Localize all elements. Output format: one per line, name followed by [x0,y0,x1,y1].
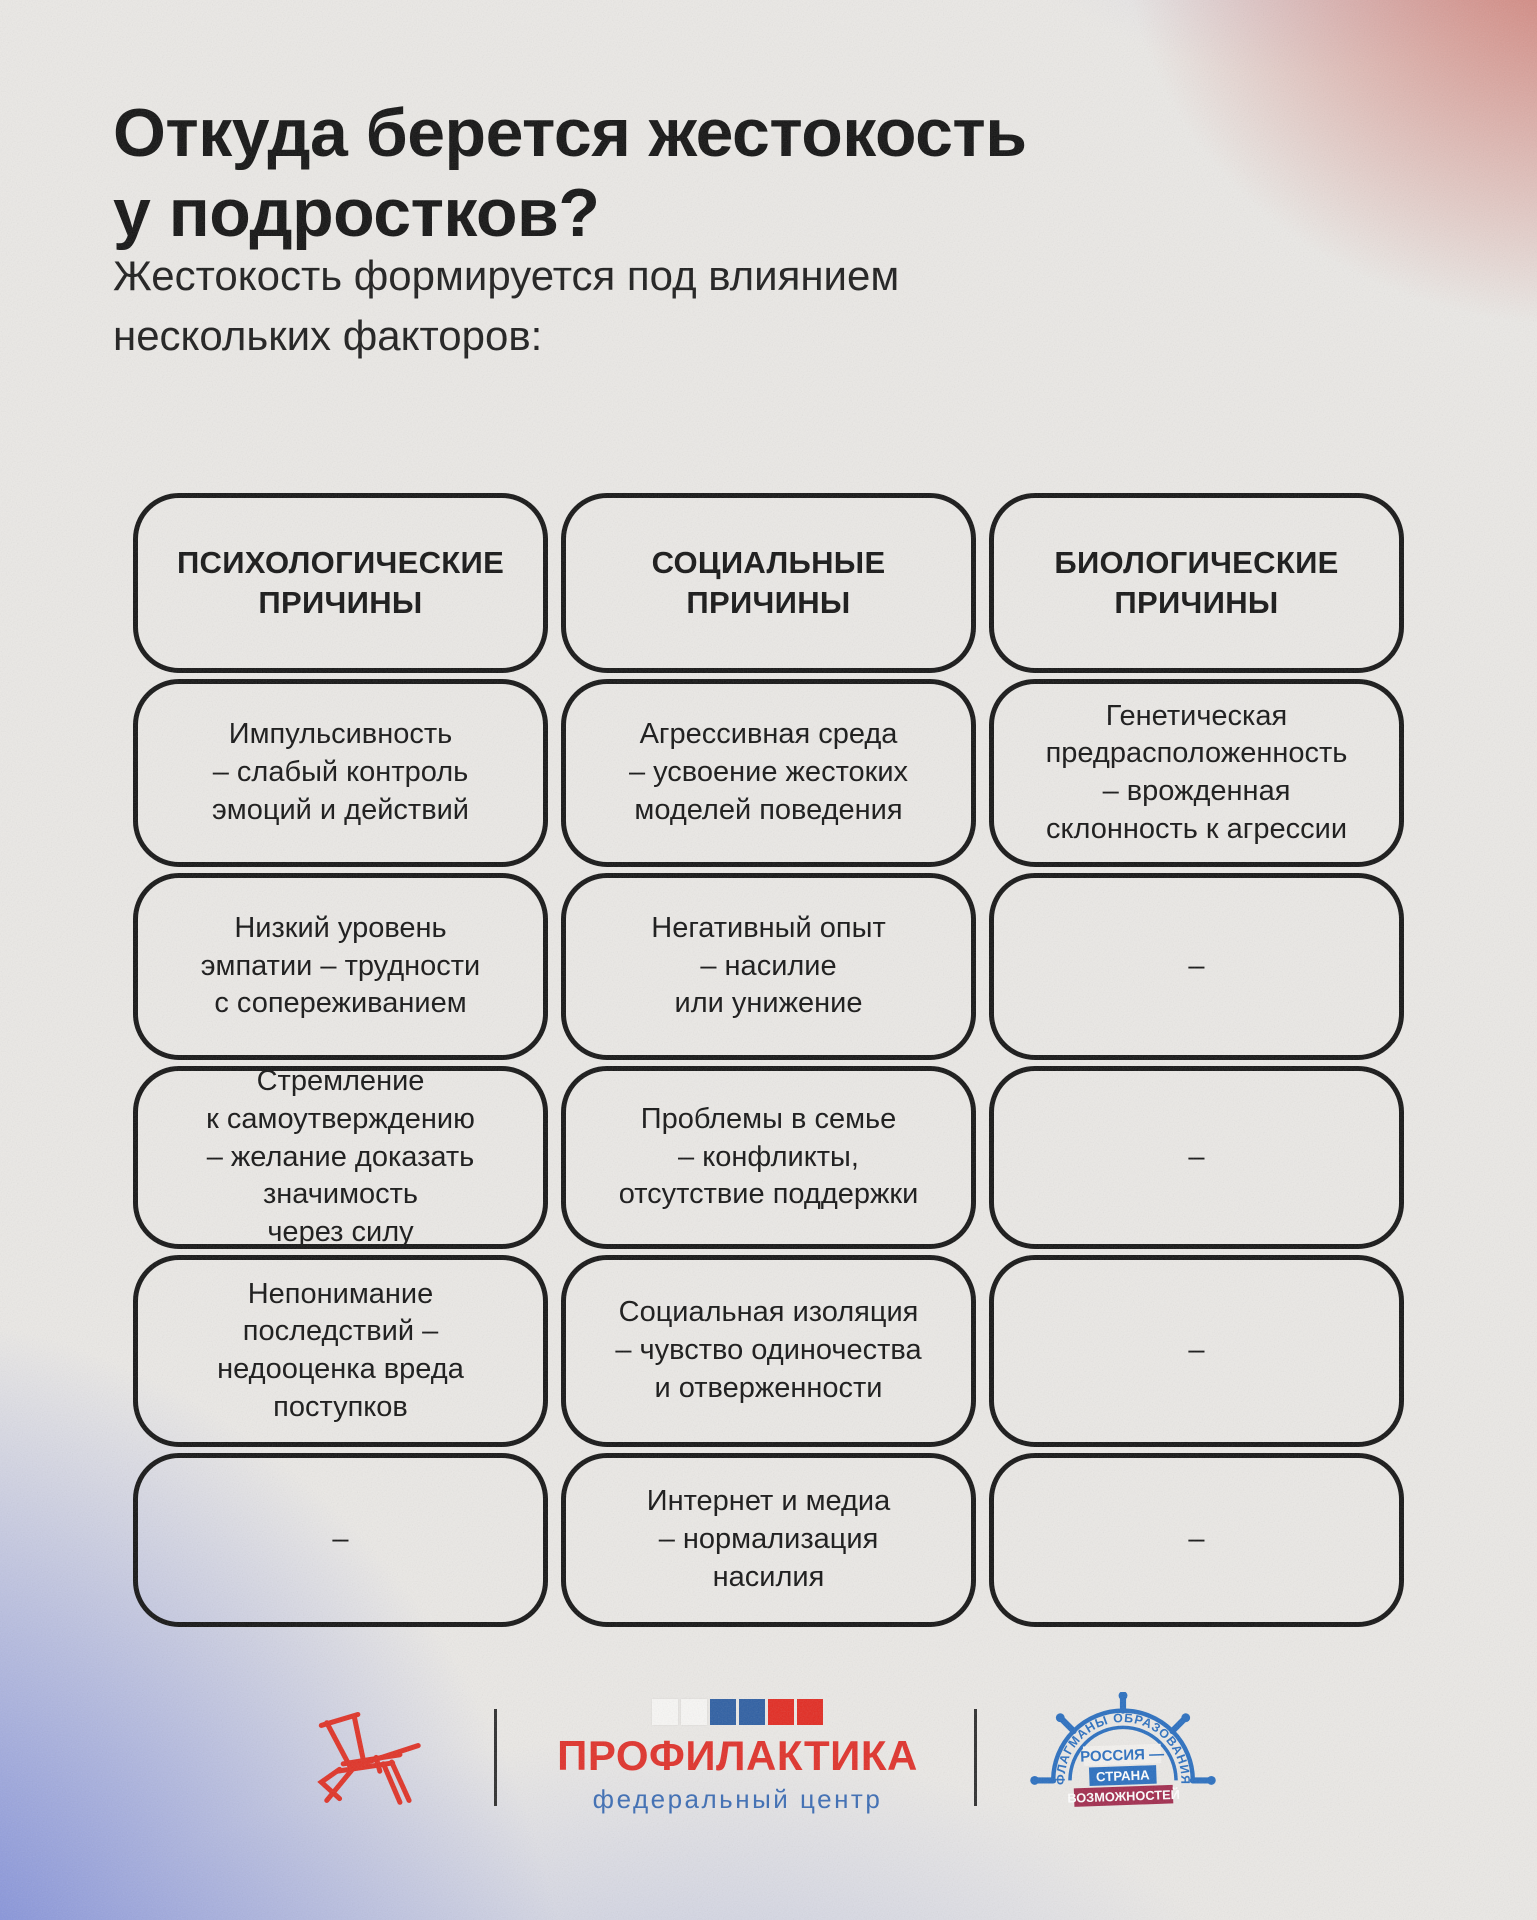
column-header-biological: БИОЛОГИЧЕСКИЕ ПРИЧИНЫ [989,493,1404,673]
table-cell: Негативный опыт – насилие или унижение [561,873,976,1060]
footer-divider [494,1708,498,1806]
causes-table: ПСИХОЛОГИЧЕСКИЕ ПРИЧИНЫ СОЦИАЛЬНЫЕ ПРИЧИ… [133,493,1404,1627]
footer-logos: ПРОФИЛАКТИКА федеральный центр [0,1682,1537,1832]
column-header-social: СОЦИАЛЬНЫЕ ПРИЧИНЫ [561,493,976,673]
table-cell: – [989,1066,1404,1249]
chair-icon [317,1711,421,1805]
table-cell: Генетическая предрасположенность – врожд… [989,679,1404,867]
profilaktika-squares-icon [652,1698,823,1725]
page-title: Откуда берется жестокость у подростков? [113,95,1027,251]
table-cell: – [133,1453,548,1627]
column-header-psychological: ПСИХОЛОГИЧЕСКИЕ ПРИЧИНЫ [133,493,548,673]
square-white [681,1698,707,1725]
table-cell: Социальная изоляция – чувство одиночеств… [561,1255,976,1447]
profilaktika-subtitle: федеральный центр [592,1784,883,1815]
table-cell: Импульсивность – слабый контроль эмоций … [133,679,548,867]
table-cell: Проблемы в семье – конфликты, отсутствие… [561,1066,976,1249]
square-red [797,1698,823,1725]
square-white [652,1698,678,1725]
flagship-education-logo: ФЛАГМАНЫ ОБРАЗОВАНИЯ РОССИЯ — СТРАНА ВОЗ… [1030,1691,1216,1807]
table-cell: – [989,1255,1404,1447]
flagship-line2: СТРАНА [1096,1767,1151,1784]
profilaktika-logo: ПРОФИЛАКТИКА федеральный центр [557,1698,918,1815]
square-red [768,1698,794,1725]
table-cell: – [989,873,1404,1060]
table-cell: Интернет и медиа – нормализация насилия [561,1453,976,1627]
profilaktika-wordmark: ПРОФИЛАКТИКА [557,1731,918,1779]
footer-divider [973,1708,977,1806]
page-subtitle: Жестокость формируется под влиянием неск… [113,252,900,360]
table-cell: Агрессивная среда – усвоение жестоких мо… [561,679,976,867]
table-cell: Низкий уровень эмпатии – трудности с соп… [133,873,548,1060]
table-cell: Стремление к самоутверждению – желание д… [133,1065,548,1249]
square-blue [739,1698,765,1725]
flagship-line1: РОССИЯ — [1080,1745,1164,1765]
table-cell: Непонимание последствий – недооценка вре… [133,1255,548,1447]
table-cell: – [989,1453,1404,1627]
square-blue [710,1698,736,1725]
